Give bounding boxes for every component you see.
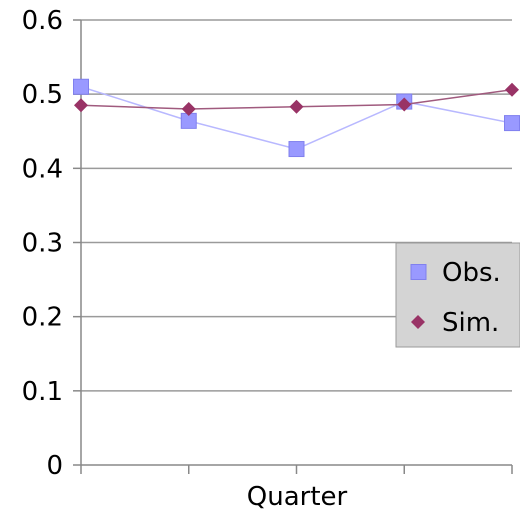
data-point-sim <box>74 98 88 113</box>
y-tick-label: 0.1 <box>22 377 63 407</box>
y-tick-label: 0.5 <box>22 80 63 110</box>
data-point-obs <box>288 141 305 158</box>
y-tick-label: 0 <box>46 451 63 481</box>
legend: Obs. Sim. <box>395 242 520 348</box>
data-point-sim <box>397 97 412 112</box>
data-point-obs <box>504 115 520 132</box>
y-tick-label: 0.2 <box>22 303 63 333</box>
legend-label-sim: Sim. <box>442 308 499 338</box>
legend-box <box>395 242 520 348</box>
data-point-obs <box>73 78 89 95</box>
legend-marker-sim <box>411 315 425 329</box>
y-tick-label: 0.3 <box>22 229 63 259</box>
x-axis-title: Quarter <box>247 482 348 512</box>
data-point-sim <box>181 102 196 116</box>
y-tick-labels: 0 0.1 0.2 0.3 0.4 0.5 0.6 <box>22 6 63 481</box>
series-layer <box>73 78 520 158</box>
data-point-sim <box>505 82 519 97</box>
y-tick-label: 0.6 <box>22 6 63 36</box>
legend-label-obs: Obs. <box>442 258 501 288</box>
y-tick-label: 0.4 <box>22 154 63 184</box>
gridlines <box>81 19 512 392</box>
legend-marker-obs <box>410 264 427 280</box>
series-line-obs <box>80 86 513 150</box>
data-point-sim <box>289 99 304 114</box>
